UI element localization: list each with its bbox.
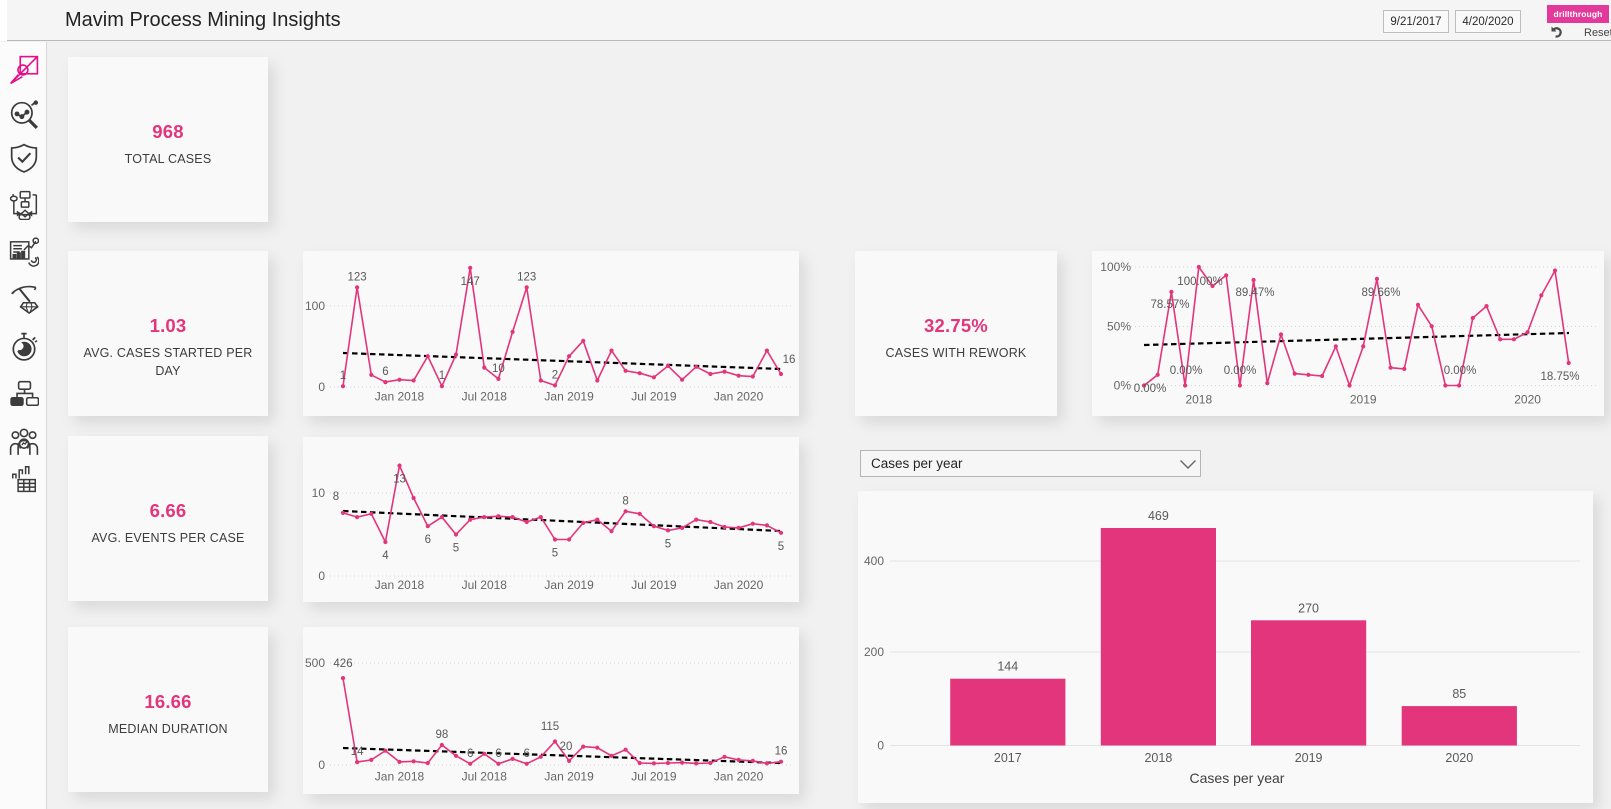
svg-text:6: 6 [523, 748, 529, 760]
svg-text:469: 469 [1148, 509, 1169, 523]
svg-text:6: 6 [382, 366, 388, 378]
svg-text:115: 115 [541, 721, 559, 733]
svg-text:6: 6 [467, 748, 473, 760]
svg-text:5: 5 [665, 538, 671, 550]
svg-text:6: 6 [495, 748, 501, 760]
svg-text:2018: 2018 [1144, 751, 1172, 765]
svg-text:8: 8 [622, 495, 628, 507]
svg-text:Jan 2020: Jan 2020 [714, 578, 764, 592]
svg-text:89.66%: 89.66% [1361, 287, 1400, 299]
svg-text:147: 147 [461, 276, 480, 288]
svg-text:Jul 2018: Jul 2018 [462, 770, 508, 784]
svg-text:Jan 2018: Jan 2018 [375, 770, 425, 784]
svg-text:85: 85 [1452, 687, 1466, 701]
svg-text:78.57%: 78.57% [1150, 299, 1189, 311]
svg-text:Jan 2018: Jan 2018 [375, 578, 425, 592]
svg-text:6: 6 [425, 534, 431, 546]
svg-text:20: 20 [560, 741, 573, 753]
svg-text:1: 1 [439, 370, 445, 382]
svg-text:2020: 2020 [1514, 393, 1541, 407]
svg-text:Jan 2018: Jan 2018 [375, 390, 425, 404]
svg-text:4: 4 [382, 550, 389, 562]
svg-text:100.00%: 100.00% [1177, 276, 1222, 288]
svg-text:100: 100 [305, 299, 325, 313]
svg-text:16: 16 [783, 354, 796, 366]
svg-text:0.00%: 0.00% [1444, 365, 1477, 377]
svg-text:500: 500 [305, 656, 325, 670]
svg-text:0%: 0% [1114, 379, 1132, 393]
svg-text:Jul 2019: Jul 2019 [631, 770, 677, 784]
svg-text:13: 13 [393, 474, 406, 486]
svg-text:426: 426 [333, 658, 352, 670]
svg-text:0: 0 [877, 739, 884, 753]
svg-text:Jan 2020: Jan 2020 [714, 390, 764, 404]
svg-text:123: 123 [517, 271, 536, 283]
svg-text:123: 123 [348, 271, 367, 283]
svg-text:5: 5 [778, 541, 784, 553]
svg-text:5: 5 [453, 543, 459, 555]
svg-text:0: 0 [318, 380, 325, 394]
svg-text:100%: 100% [1100, 260, 1131, 274]
svg-text:2018: 2018 [1185, 393, 1212, 407]
svg-text:2020: 2020 [1445, 751, 1473, 765]
svg-text:Jul 2018: Jul 2018 [462, 578, 508, 592]
svg-text:0.00%: 0.00% [1170, 365, 1203, 377]
svg-text:0: 0 [318, 758, 325, 772]
svg-text:270: 270 [1298, 601, 1319, 615]
svg-text:144: 144 [997, 660, 1018, 674]
svg-text:2019: 2019 [1295, 751, 1323, 765]
svg-text:10: 10 [312, 486, 326, 500]
svg-text:Jul 2019: Jul 2019 [631, 578, 677, 592]
svg-text:2: 2 [552, 369, 558, 381]
svg-text:Jan 2019: Jan 2019 [544, 390, 594, 404]
svg-text:Cases per year: Cases per year [1190, 770, 1285, 786]
svg-text:Jan 2020: Jan 2020 [714, 770, 764, 784]
svg-text:2019: 2019 [1350, 393, 1377, 407]
svg-text:10: 10 [492, 363, 505, 375]
svg-text:0.00%: 0.00% [1224, 365, 1257, 377]
svg-text:0.00%: 0.00% [1134, 383, 1167, 395]
svg-text:16: 16 [775, 746, 788, 758]
svg-text:18.75%: 18.75% [1540, 371, 1579, 383]
svg-text:5: 5 [552, 548, 558, 560]
svg-text:89.47%: 89.47% [1235, 287, 1274, 299]
svg-text:Jul 2019: Jul 2019 [631, 390, 677, 404]
svg-text:8: 8 [333, 491, 339, 503]
svg-text:1: 1 [340, 370, 346, 382]
svg-text:Jan 2019: Jan 2019 [544, 578, 594, 592]
svg-text:200: 200 [864, 645, 884, 659]
svg-text:14: 14 [351, 746, 364, 758]
svg-text:98: 98 [436, 729, 449, 741]
svg-text:50%: 50% [1107, 320, 1131, 334]
svg-text:2017: 2017 [994, 751, 1022, 765]
svg-text:Jan 2019: Jan 2019 [544, 770, 594, 784]
svg-text:Jul 2018: Jul 2018 [462, 390, 508, 404]
svg-text:400: 400 [864, 554, 884, 568]
svg-text:0: 0 [318, 569, 325, 583]
